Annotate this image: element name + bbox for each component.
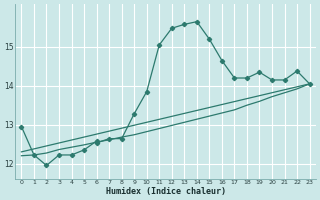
X-axis label: Humidex (Indice chaleur): Humidex (Indice chaleur) [106,187,226,196]
